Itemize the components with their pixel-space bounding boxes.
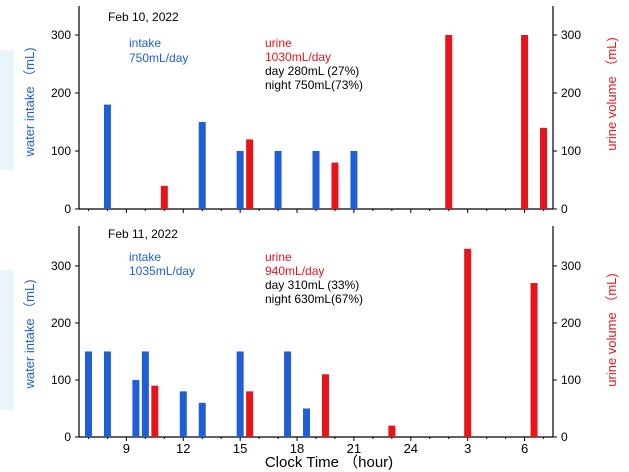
chart-2-ytick-label-left: 200 <box>51 316 71 330</box>
chart-1-ytick-label-left: 0 <box>64 202 71 216</box>
chart-2-day-line: day 310mL (33%) <box>265 278 360 292</box>
chart-1-ytick-label-right: 0 <box>561 202 568 216</box>
chart-1-intake-label: intake <box>129 36 162 50</box>
chart-1-ylabel-left: water intake （mL) <box>22 47 37 157</box>
chart-1-ytick-label-left: 300 <box>51 28 71 42</box>
chart-2-bar-urine <box>388 425 396 437</box>
chart-2-bar-intake <box>103 351 111 437</box>
chart-1-ylabel-right: urine volume （mL) <box>604 37 619 151</box>
chart-2-ylabel-right: urine volume （mL) <box>604 273 619 387</box>
chart-1-bar-intake <box>198 122 206 209</box>
chart-2-bar-intake <box>141 351 149 437</box>
chart-2-bar-intake <box>132 379 140 437</box>
chart-2-xtick-label: 15 <box>233 441 247 456</box>
chart-2-xtick-label: 9 <box>123 441 130 456</box>
chart-2-bar-urine <box>151 385 159 437</box>
chart-2-ytick-label-left: 100 <box>51 373 71 387</box>
chart-1-bar-urine <box>246 139 254 209</box>
chart-2-night-line: night 630mL(67%) <box>265 292 364 306</box>
chart-2-bar-urine <box>321 374 329 437</box>
chart-2-ytick-label-left: 300 <box>51 259 71 273</box>
chart-1-urine-total: 1030mL/day <box>265 50 332 64</box>
chart-2-bar-urine <box>464 248 472 437</box>
chart-2-intake-total: 1035mL/day <box>129 264 196 278</box>
chart-1-ytick-label-right: 100 <box>561 144 581 158</box>
chart-1-bar-urine <box>521 35 529 209</box>
chart-1-bar-urine <box>331 162 339 209</box>
chart-2-ytick-label-right: 200 <box>561 316 581 330</box>
x-axis-label: Clock Time （hour) <box>264 454 394 471</box>
chart-2-ytick-label-right: 100 <box>561 373 581 387</box>
chart-2-ylabel-left: water intake （mL) <box>22 279 37 389</box>
chart-1-bar-intake <box>274 151 282 209</box>
chart-2-intake-label: intake <box>129 250 162 264</box>
chart-2-ytick-label-right: 0 <box>561 430 568 444</box>
chart-1-bar-intake <box>350 151 358 209</box>
chart-1-ytick-label-left: 200 <box>51 86 71 100</box>
chart-2-ytick-label-right: 300 <box>561 259 581 273</box>
background-decoration-top <box>0 50 14 170</box>
chart-1-ytick-label-right: 300 <box>561 28 581 42</box>
chart-2-xtick-label: 24 <box>404 441 418 456</box>
chart-2-bar-intake <box>179 391 187 437</box>
chart-2-bar-intake <box>236 351 244 437</box>
chart-2-xtick-label: 3 <box>464 441 471 456</box>
chart-1-bar-intake <box>103 104 111 209</box>
chart-1-title: Feb 10, 2022 <box>108 10 179 24</box>
chart-2-bar-intake <box>198 402 206 437</box>
chart-2-bar-intake <box>84 351 92 437</box>
chart-2-ytick-label-left: 0 <box>64 430 71 444</box>
chart-1-bar-urine <box>445 35 453 209</box>
chart-1-bar-intake <box>312 151 320 209</box>
chart-2-urine-total: 940mL/day <box>265 264 325 278</box>
chart-2-bar-intake <box>284 351 292 437</box>
chart-2-xtick-label: 12 <box>176 441 190 456</box>
chart-1-intake-total: 750mL/day <box>129 51 189 65</box>
chart-1-bar-intake <box>236 151 244 209</box>
chart-1-bar-urine <box>540 127 548 209</box>
chart-2-bar-urine <box>530 283 538 437</box>
chart-1-day-line: day 280mL (27%) <box>265 64 360 78</box>
chart-2-bar-intake <box>303 408 311 437</box>
background-decoration-bottom <box>0 270 14 410</box>
chart-2-xtick-label: 6 <box>521 441 528 456</box>
chart-1-ytick-label-left: 100 <box>51 144 71 158</box>
chart-1-urine-label: urine <box>265 36 292 50</box>
chart-2-xtick-label: 21 <box>347 441 361 456</box>
chart-2-bar-urine <box>246 391 254 437</box>
chart-1-night-line: night 750mL(73%) <box>265 78 364 92</box>
chart-2-title: Feb 11, 2022 <box>108 227 178 241</box>
chart-1-ytick-label-right: 200 <box>561 86 581 100</box>
chart-1-bar-urine <box>160 185 168 209</box>
chart-2-urine-label: urine <box>265 250 292 264</box>
chart-2-xtick-label: 18 <box>290 441 304 456</box>
